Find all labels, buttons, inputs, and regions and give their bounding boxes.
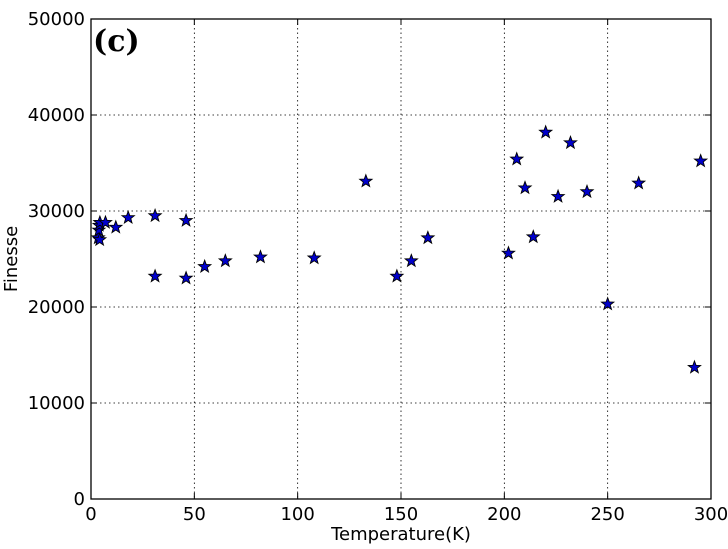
y-tick-label: 0: [74, 489, 85, 510]
data-point: [147, 207, 163, 223]
y-tick-labels: 0 10000 20000 30000 40000 50000: [28, 9, 85, 510]
data-point: [403, 253, 419, 268]
y-tick-label: 20000: [28, 297, 85, 318]
data-point: [217, 253, 233, 268]
data-point: [389, 268, 405, 283]
y-tick-label: 10000: [28, 393, 85, 414]
data-point: [687, 359, 702, 374]
data-point: [631, 175, 647, 190]
data-point: [108, 219, 124, 234]
grid-lines: [91, 19, 711, 499]
y-tick-label: 30000: [28, 201, 85, 222]
data-point: [92, 231, 108, 247]
data-point: [600, 296, 616, 311]
y-tick-label: 40000: [28, 105, 85, 126]
data-point: [147, 268, 163, 283]
data-point: [501, 245, 516, 260]
x-tick-label: 300: [694, 504, 728, 525]
data-point: [178, 212, 194, 227]
x-tick-label: 150: [384, 504, 418, 525]
data-point: [538, 124, 554, 139]
panel-annotation: (c): [93, 24, 140, 59]
data-point: [509, 151, 525, 166]
data-point: [525, 229, 541, 244]
x-tick-label: 0: [85, 504, 96, 525]
x-tick-label: 200: [487, 504, 521, 525]
data-point: [120, 209, 136, 225]
data-point: [197, 258, 213, 273]
data-point: [420, 230, 436, 245]
data-point: [579, 183, 595, 199]
x-tick-label: 50: [183, 504, 206, 525]
x-axis-label: Temperature(K): [330, 524, 471, 545]
data-point: [98, 214, 113, 229]
data-point: [517, 180, 533, 195]
tick-marks: [90, 18, 712, 500]
y-tick-label: 50000: [28, 9, 85, 30]
data-point: [178, 270, 194, 285]
data-point: [253, 249, 268, 264]
x-tick-label: 100: [280, 504, 314, 525]
data-point: [550, 188, 566, 203]
data-point: [358, 173, 374, 188]
data-point: [306, 250, 322, 265]
data-point: [563, 135, 578, 150]
y-axis-label: Finesse: [1, 226, 22, 292]
data-point: [693, 153, 709, 168]
x-tick-label: 250: [590, 504, 624, 525]
data-points: [90, 124, 709, 374]
x-tick-labels: 0 50 100 150 200 250 300: [85, 504, 728, 525]
